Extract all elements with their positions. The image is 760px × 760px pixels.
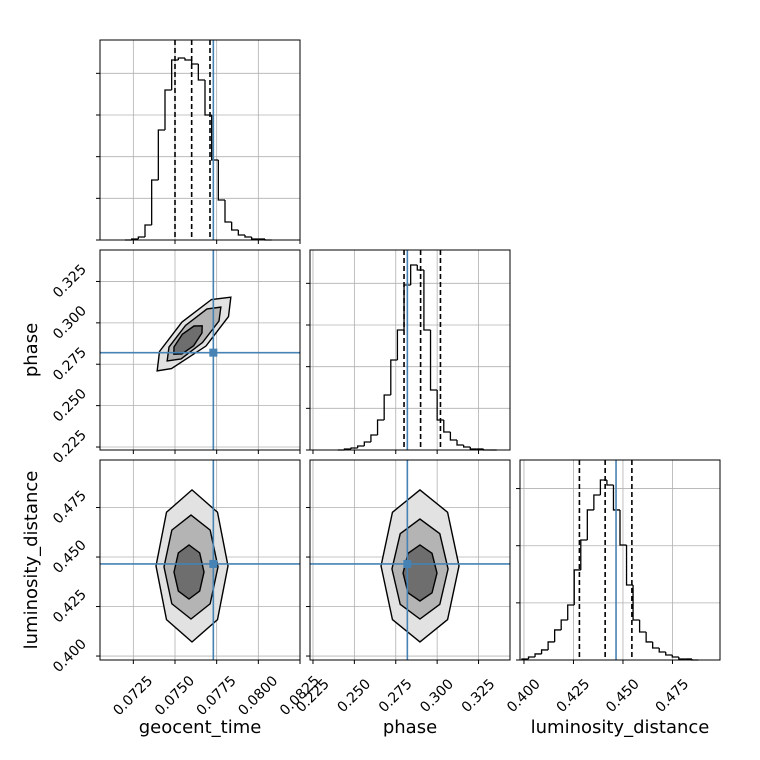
histogram-bin xyxy=(443,420,451,433)
x-tick-label: 0.250 xyxy=(335,676,375,716)
histogram-bin xyxy=(456,440,464,446)
x-tick-label: 0.275 xyxy=(376,676,416,716)
y-tick-label: 0.275 xyxy=(50,344,90,384)
histogram-bin xyxy=(593,494,601,510)
histogram-bin xyxy=(171,59,179,90)
histogram-bin xyxy=(164,89,172,130)
x-tick-label: 0.0800 xyxy=(235,673,281,719)
histogram-bin xyxy=(567,604,575,620)
histogram-bin xyxy=(224,200,232,223)
histogram-bin xyxy=(580,539,588,570)
x-tick-label: 0.450 xyxy=(603,676,643,716)
histogram-bin xyxy=(184,58,192,61)
histogram-bin xyxy=(658,648,666,653)
x-tick-label: 0.0725 xyxy=(110,673,156,719)
x-tick-label: 0.475 xyxy=(653,676,693,716)
histogram-bin xyxy=(527,656,536,659)
histogram-bin xyxy=(191,60,199,65)
x-tick-label: 0.325 xyxy=(459,676,499,716)
y-tick-label: 0.450 xyxy=(50,537,90,577)
truth-marker xyxy=(209,559,218,568)
y-tick-label: 0.475 xyxy=(50,488,90,528)
histogram-bin xyxy=(370,434,378,442)
histogram-bin xyxy=(606,480,614,486)
histogram-bin xyxy=(410,264,418,285)
histogram-bin xyxy=(632,585,640,621)
histogram-bin xyxy=(547,641,555,650)
histogram-bin xyxy=(376,419,385,435)
y-tick-label: 0.225 xyxy=(50,427,90,467)
y-tick-label: 0.325 xyxy=(50,262,90,302)
y-axis-label: luminosity_distance xyxy=(21,471,42,650)
x-axis-label: luminosity_distance xyxy=(531,717,710,738)
histogram-bin xyxy=(157,129,165,180)
histogram-bin xyxy=(357,445,365,448)
histogram-bin xyxy=(390,359,398,395)
y-tick-label: 0.400 xyxy=(50,636,90,676)
y-tick-label: 0.300 xyxy=(50,303,90,343)
histogram-bin xyxy=(363,441,371,446)
histogram-bin xyxy=(665,652,673,656)
histogram-bin xyxy=(638,620,647,633)
histogram-bin xyxy=(540,649,549,654)
histogram-bin xyxy=(237,230,245,236)
histogram-bin xyxy=(211,115,219,161)
contour xyxy=(402,544,438,602)
histogram-bin xyxy=(678,657,686,660)
panel-frame xyxy=(99,249,301,451)
histogram-bin xyxy=(469,447,477,450)
histogram-bin xyxy=(625,545,634,586)
histogram-bin xyxy=(554,629,562,642)
histogram-bin xyxy=(231,222,239,231)
histogram-bin xyxy=(396,329,405,360)
histogram-bin xyxy=(671,654,679,658)
histogram-bin xyxy=(137,236,145,239)
truth-marker xyxy=(209,348,218,357)
contour xyxy=(173,325,203,355)
histogram-bin xyxy=(652,641,660,649)
panel-frame xyxy=(309,249,511,451)
panel-frame xyxy=(519,459,721,661)
x-axis-label: phase xyxy=(383,717,437,738)
contour xyxy=(173,544,205,600)
histogram-bin xyxy=(612,485,620,511)
y-tick-label: 0.250 xyxy=(50,386,90,426)
histogram-bin xyxy=(560,619,568,630)
panel-frame xyxy=(309,459,511,661)
histogram-bin xyxy=(251,237,259,240)
histogram-bin xyxy=(244,235,252,238)
histogram-bin xyxy=(144,224,152,237)
panel-frame xyxy=(99,39,301,241)
y-tick-label: 0.425 xyxy=(50,587,90,627)
histogram-bin xyxy=(151,179,159,225)
histogram-bin xyxy=(350,447,358,449)
x-axis-label: geocent_time xyxy=(139,717,262,738)
histogram-bin xyxy=(177,57,185,60)
histogram-bin xyxy=(619,509,627,546)
histogram-bin xyxy=(423,270,431,331)
y-axis-label: phase xyxy=(21,323,42,377)
histogram-bin xyxy=(383,394,391,420)
histogram-bin xyxy=(534,653,542,658)
x-tick-label: 0.425 xyxy=(554,676,594,716)
x-tick-label: 0.0750 xyxy=(152,673,198,719)
histogram-bin xyxy=(462,445,471,448)
histogram-bin xyxy=(449,432,458,441)
x-tick-label: 0.400 xyxy=(504,676,544,716)
histogram-bin xyxy=(599,479,607,495)
histogram-bin xyxy=(217,160,225,201)
histogram-bin xyxy=(416,265,424,271)
histogram-bin xyxy=(197,64,205,81)
histogram-bin xyxy=(573,569,581,606)
histogram-bin xyxy=(586,509,594,540)
histogram-bin xyxy=(429,330,438,391)
x-tick-label: 0.0775 xyxy=(194,673,240,719)
histogram-bin xyxy=(645,632,653,643)
x-tick-label: 0.300 xyxy=(417,676,457,716)
histogram-bin xyxy=(436,390,444,421)
panel-frame xyxy=(99,459,301,661)
truth-marker xyxy=(403,559,412,568)
